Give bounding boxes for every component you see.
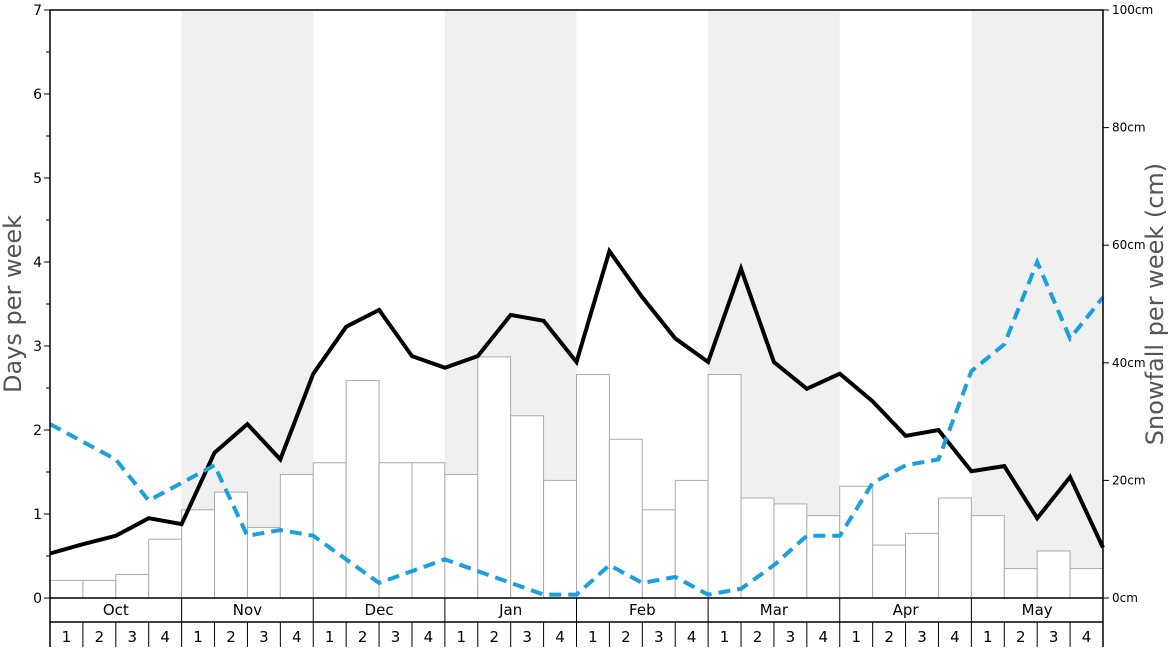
week-label: 3 (654, 628, 664, 646)
right-tick-label: 0cm (1112, 591, 1138, 605)
left-axis-label: Days per week (0, 215, 27, 393)
week-label: 3 (259, 628, 269, 646)
week-label: 1 (457, 628, 467, 646)
week-label: 4 (292, 628, 302, 646)
snowfall-bar (970, 515, 1005, 599)
left-tick-label: 4 (33, 255, 42, 271)
snowfall-bar (345, 379, 380, 599)
left-axis: 0 1 2 3 4 5 6 7 (33, 3, 50, 607)
snowfall-bar (279, 474, 314, 599)
left-tick-label: 5 (33, 171, 42, 187)
month-label: Jan (498, 601, 522, 619)
month-label: Dec (365, 601, 394, 619)
week-label: 1 (193, 628, 203, 646)
snowfall-bar (1003, 568, 1038, 599)
left-tick-label: 1 (33, 507, 42, 523)
week-label: 4 (950, 628, 960, 646)
week-label: 1 (983, 628, 993, 646)
left-tick-label: 6 (33, 87, 42, 103)
week-label: 3 (522, 628, 532, 646)
month-label: Feb (629, 601, 656, 619)
snowfall-bar (543, 479, 577, 599)
right-axis: 0cm 20cm 40cm 60cm 80cm 100cm (1103, 3, 1153, 605)
right-tick-label: 60cm (1112, 238, 1146, 252)
week-label: 2 (753, 628, 763, 646)
series-lines (49, 246, 1105, 597)
week-label: 2 (1016, 628, 1026, 646)
month-bands (181, 10, 1103, 598)
snowfall-bar (872, 544, 907, 599)
snowfall-bar (444, 474, 479, 599)
right-axis-label: Snowfall per week (cm) (1141, 163, 1168, 445)
snowfall-bar (510, 415, 545, 599)
week-label: 1 (851, 628, 861, 646)
left-tick-label: 0 (33, 591, 42, 607)
week-label: 4 (424, 628, 434, 646)
week-label: 4 (819, 628, 829, 646)
snowfall-bar (181, 509, 216, 599)
right-tick-label: 40cm (1112, 356, 1146, 370)
week-label: 2 (95, 628, 105, 646)
snowfall-bar (411, 462, 446, 599)
month-label: Nov (233, 601, 262, 619)
week-label: 3 (127, 628, 137, 646)
snowfall-bar (707, 374, 742, 599)
right-tick-label: 20cm (1112, 473, 1146, 487)
snowfall-bar (905, 532, 939, 599)
snowfall-bar (312, 462, 347, 599)
week-label: 4 (1082, 628, 1092, 646)
snowfall-bar (641, 509, 676, 599)
snowfall-bar (148, 538, 183, 599)
snowfall-bar (674, 479, 709, 599)
snowfall-bar (1069, 568, 1104, 599)
month-label: Oct (103, 601, 129, 619)
week-label: 2 (884, 628, 894, 646)
snowfall-bar (839, 485, 874, 599)
snowfall-bar (115, 573, 150, 599)
month-label: Mar (760, 601, 789, 619)
snowfall-bar (1036, 550, 1071, 599)
week-label: 2 (621, 628, 631, 646)
right-tick-label: 100cm (1112, 3, 1153, 17)
month-axis: Oct Nov Dec Jan Feb Mar Apr May (49, 598, 1104, 647)
right-tick-label: 80cm (1112, 121, 1146, 135)
week-label: 3 (917, 628, 927, 646)
week-label: 1 (588, 628, 598, 646)
left-tick-label: 7 (33, 3, 42, 19)
snowfall-bar (246, 526, 281, 599)
snowfall-bar (214, 491, 248, 599)
week-label: 1 (62, 628, 72, 646)
week-label: 3 (391, 628, 401, 646)
snowfall-bar (576, 374, 610, 599)
snowfall-bar (49, 579, 84, 599)
week-axis: 1 2 3 4 1 2 3 4 1 2 3 4 1 2 3 4 1 2 3 4 1 2 3 4 1 2 3 4 1 2 3 4 (62, 622, 1092, 647)
week-label: 3 (1049, 628, 1059, 646)
week-label: 4 (160, 628, 170, 646)
snowfall-bar (937, 497, 972, 599)
week-label: 1 (325, 628, 335, 646)
week-label: 2 (358, 628, 368, 646)
month-label: Apr (893, 601, 920, 619)
week-label: 2 (226, 628, 236, 646)
solid-line-series (49, 246, 1105, 556)
week-label: 3 (786, 628, 796, 646)
week-label: 2 (489, 628, 499, 646)
week-label: 4 (555, 628, 565, 646)
snowfall-bar (477, 356, 512, 599)
week-label: 1 (720, 628, 730, 646)
snowfall-bar (82, 579, 117, 599)
left-tick-label: 3 (33, 339, 42, 355)
month-label: May (1022, 601, 1053, 619)
snowfall-bar (608, 438, 643, 599)
dashed-line-series (49, 256, 1105, 597)
week-label: 4 (687, 628, 697, 646)
snowfall-bar (806, 515, 841, 599)
left-tick-label: 2 (33, 423, 42, 439)
